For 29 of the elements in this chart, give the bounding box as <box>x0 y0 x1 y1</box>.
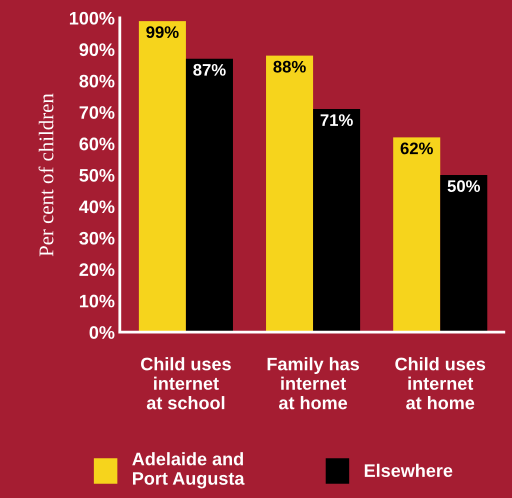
bar <box>393 137 440 332</box>
data-label: 87% <box>193 64 226 76</box>
bar <box>138 21 186 332</box>
y-tick-label: 10% <box>80 294 114 308</box>
y-tick-label: 50% <box>79 168 114 182</box>
bar <box>440 175 488 332</box>
legend-label: Adelaide and Port Augusta <box>132 452 245 488</box>
y-tick-label: 20% <box>79 263 114 276</box>
x-tick-label: Family has internet at home <box>268 357 360 410</box>
data-label: 88% <box>273 60 306 73</box>
data-label: 71% <box>320 114 353 126</box>
y-tick-label: 80% <box>79 74 114 88</box>
y-tick-label: 0% <box>90 326 114 339</box>
bar <box>186 58 233 332</box>
y-tick-label: 60% <box>79 138 114 150</box>
y-axis-title: Per cent of children <box>38 94 54 256</box>
y-tick-label: 30% <box>79 232 114 245</box>
data-label: 50% <box>448 180 480 192</box>
y-tick-label: 70% <box>80 106 114 119</box>
bar <box>266 56 314 332</box>
y-tick-label: 100% <box>70 12 114 25</box>
data-label: 99% <box>146 26 179 38</box>
y-tick-label: 90% <box>79 43 114 56</box>
bar <box>313 109 360 332</box>
data-label: 62% <box>400 142 433 154</box>
x-tick-label: Child uses internet at school <box>141 357 231 410</box>
y-tick-label: 40% <box>79 200 114 214</box>
x-tick-label: Child uses internet at home <box>395 357 486 410</box>
legend-label: Elsewhere <box>364 464 452 478</box>
